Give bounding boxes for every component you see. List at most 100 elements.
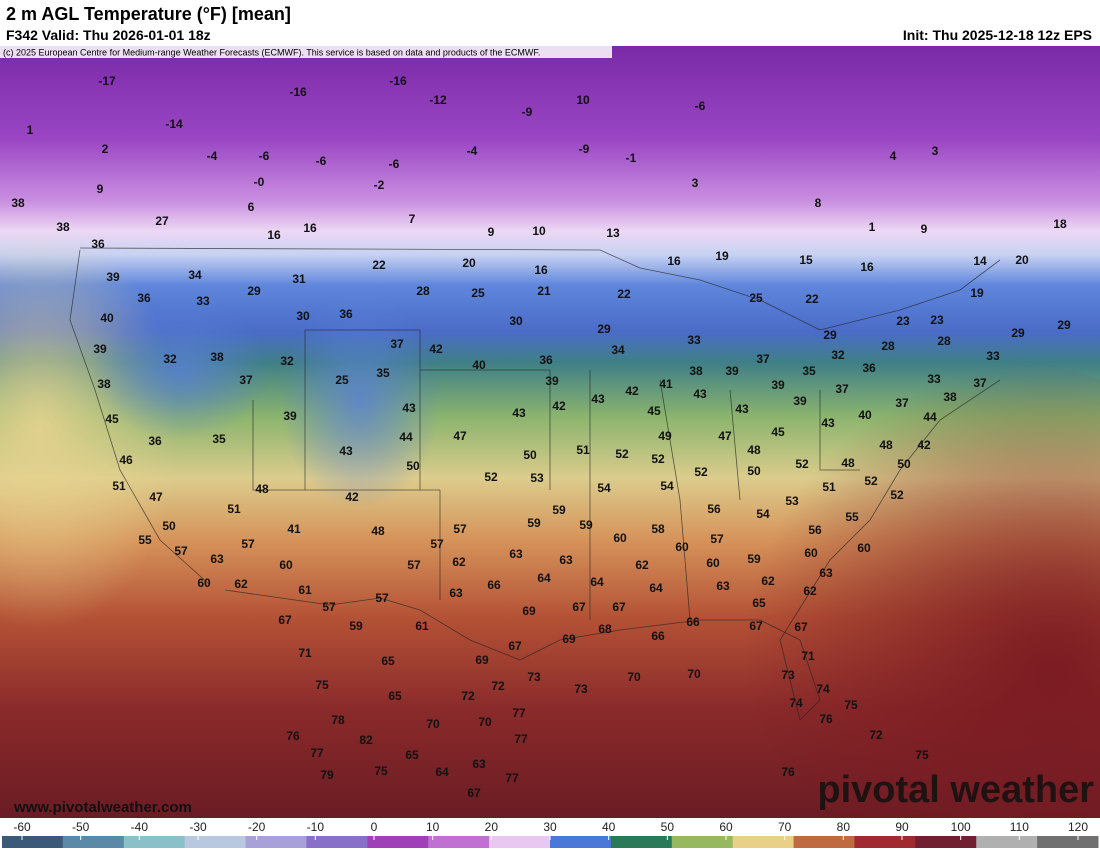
temperature-label: 38: [56, 220, 70, 234]
temperature-label: 44: [923, 410, 937, 424]
temperature-label: 67: [467, 786, 481, 800]
temperature-label: 29: [247, 284, 261, 298]
colorbar-segment: [62, 836, 125, 848]
colorbar-tick-label: -10: [307, 820, 325, 834]
temperature-label: 44: [399, 430, 413, 444]
temperature-label: 6: [248, 200, 255, 214]
temperature-label: 70: [687, 667, 701, 681]
temperature-label: -4: [467, 144, 478, 158]
temperature-label: 49: [658, 429, 672, 443]
temperature-label: 72: [491, 679, 505, 693]
temperature-label: 40: [472, 358, 486, 372]
temperature-label: 52: [864, 474, 878, 488]
temperature-label: 67: [749, 619, 763, 633]
temperature-label: 38: [11, 196, 25, 210]
site-url: www.pivotalweather.com: [13, 799, 192, 816]
temperature-label: 39: [93, 342, 107, 356]
temperature-label: 29: [823, 328, 837, 342]
temperature-label: 63: [559, 553, 573, 567]
temperature-label: 57: [453, 522, 467, 536]
temperature-label: 82: [359, 733, 373, 747]
temperature-label: 3: [932, 144, 939, 158]
colorbar-segment: [184, 836, 247, 848]
temperature-label: 54: [660, 479, 674, 493]
temperature-label: -2: [374, 178, 385, 192]
temperature-label: 69: [562, 632, 576, 646]
temperature-label: 66: [651, 629, 665, 643]
temperature-label: -0: [254, 175, 265, 189]
temperature-label: 38: [689, 364, 703, 378]
gulf-east-coast: [519, 379, 1001, 721]
temperature-label: 35: [212, 432, 226, 446]
rockies-cold: [280, 290, 440, 510]
temperature-label: 59: [527, 516, 541, 530]
colorbar-segment: [428, 836, 490, 848]
colorbar-segment: [610, 836, 673, 848]
temperature-label: 65: [752, 596, 766, 610]
temperature-label: 58: [651, 522, 665, 536]
temperature-label: 55: [138, 533, 152, 547]
temperature-label: 43: [821, 416, 835, 430]
temperature-label: 39: [106, 270, 120, 284]
temperature-label: 57: [322, 600, 336, 614]
temperature-label: 45: [771, 425, 785, 439]
temperature-label: 43: [512, 406, 526, 420]
temperature-label: 20: [1015, 253, 1029, 267]
colorbar-segment: [1037, 836, 1099, 848]
temperature-label: 32: [163, 352, 177, 366]
temperature-label: -16: [389, 74, 407, 88]
mexico-border: [224, 589, 521, 661]
temperature-label: 57: [430, 537, 444, 551]
temperature-label: 73: [574, 682, 588, 696]
temperature-label: 28: [937, 334, 951, 348]
colorbar-tick-label: 30: [543, 820, 557, 834]
credit: (c) 2025 European Centre for Medium-rang…: [3, 47, 540, 57]
temperature-label: 61: [298, 583, 312, 597]
temperature-label: 36: [862, 361, 876, 375]
temperature-label: 16: [667, 254, 681, 268]
colorbar-tick-label: 120: [1068, 820, 1088, 834]
temperature-label: 56: [808, 523, 822, 537]
temperature-label: 50: [406, 459, 420, 473]
temperature-label: 39: [793, 394, 807, 408]
temperature-label: 19: [715, 249, 729, 263]
temperature-label: 36: [339, 307, 353, 321]
temperature-label: 69: [475, 653, 489, 667]
temperature-label: 33: [927, 372, 941, 386]
temperature-label: 52: [795, 457, 809, 471]
temperature-label: 37: [756, 352, 770, 366]
temperature-label: 60: [706, 556, 720, 570]
temperature-label: 67: [794, 620, 808, 634]
temperature-label: 71: [801, 649, 815, 663]
temperature-label: 76: [819, 712, 833, 726]
colorbar-segment: [245, 836, 307, 848]
colorbar-segment: [854, 836, 916, 848]
temperature-label: 33: [196, 294, 210, 308]
temperature-label: 62: [635, 558, 649, 572]
temperature-label: 40: [100, 311, 114, 325]
colorbar-tick-label: 60: [719, 820, 733, 834]
temperature-label: 38: [97, 377, 111, 391]
temperature-label: 30: [509, 314, 523, 328]
west-coast: [69, 249, 211, 586]
temperature-label: 62: [452, 555, 466, 569]
temperature-label: 1: [27, 123, 34, 137]
temperature-label: 45: [105, 412, 119, 426]
temperature-label: 77: [514, 732, 528, 746]
temperature-label: 52: [484, 470, 498, 484]
temperature-label: 37: [895, 396, 909, 410]
temperature-label: 41: [287, 522, 301, 536]
temperature-label: 37: [239, 373, 253, 387]
temperature-label: 43: [735, 402, 749, 416]
colorbar-tick-label: 90: [895, 820, 909, 834]
temperature-label: 79: [320, 768, 334, 782]
temperature-label: 67: [278, 613, 292, 627]
temperature-label: 60: [857, 541, 871, 555]
temperature-label: 59: [747, 552, 761, 566]
temperature-label: 77: [512, 706, 526, 720]
temperature-label: 31: [292, 272, 306, 286]
temperature-label: 62: [761, 574, 775, 588]
temperature-label: -4: [207, 149, 218, 163]
temperature-label: 19: [970, 286, 984, 300]
